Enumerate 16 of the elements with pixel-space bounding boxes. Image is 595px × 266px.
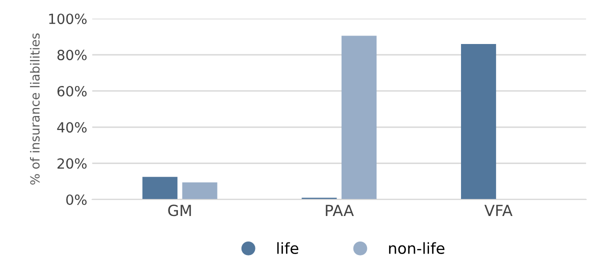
- y-tick-label: 100%: [49, 14, 87, 24]
- x-tick-label: GM: [168, 204, 191, 216]
- y-tick-label: 0%: [66, 194, 87, 205]
- y-tick-label: 60%: [57, 86, 87, 96]
- bar: [461, 44, 496, 200]
- legend-label: non-life: [389, 242, 444, 254]
- legend-label: life: [277, 242, 298, 254]
- x-tick-label: PAA: [326, 204, 354, 216]
- bar: [142, 176, 178, 200]
- bar: [342, 36, 377, 200]
- bar: [182, 182, 218, 200]
- y-tick-label: 20%: [58, 158, 87, 169]
- y-axis-title: % of insurance liabilities: [30, 33, 40, 185]
- y-tick-label: 40%: [57, 122, 87, 133]
- y-tick-label: 80%: [57, 50, 87, 60]
- x-tick-label: VFA: [484, 204, 512, 216]
